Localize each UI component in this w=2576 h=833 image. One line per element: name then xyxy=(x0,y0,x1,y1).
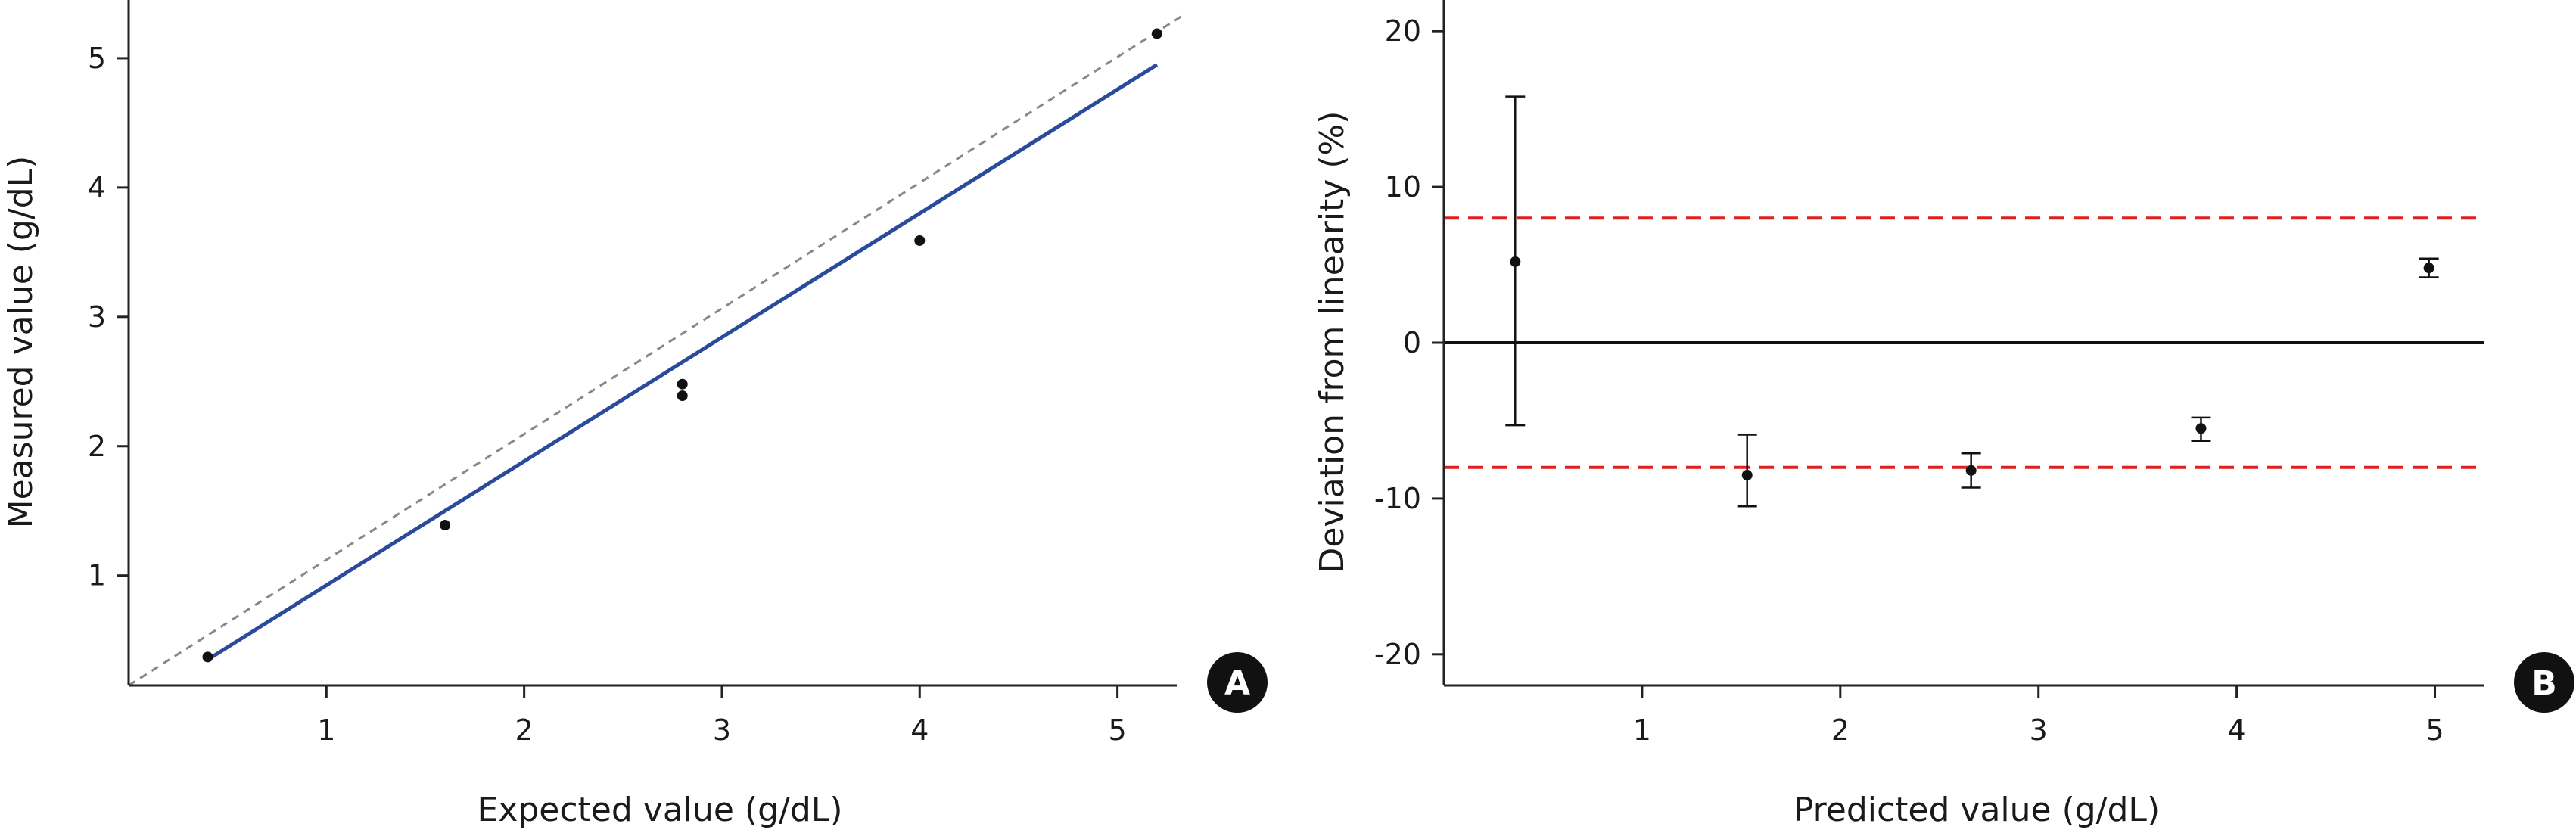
y-tick-label-10: 10 xyxy=(1385,170,1421,204)
identity-line xyxy=(128,14,1184,687)
data-point-1 xyxy=(1741,470,1753,481)
x-tick-label-4: 4 xyxy=(2228,713,2246,747)
x-tick-label-3: 3 xyxy=(2030,713,2048,747)
data-point-2 xyxy=(1965,465,1977,476)
panel-a-y-axis-title: Measured value (g/dL) xyxy=(2,156,40,529)
y-tick-label-2: 2 xyxy=(88,430,106,463)
panel-a-x-axis-title: Expected value (g/dL) xyxy=(478,791,843,829)
panel-a: 1 2 3 4 5 1 2 3 4 5 Expected value (g/dL) Measure… xyxy=(2,0,1268,829)
panel-b-x-axis-title: Predicted value (g/dL) xyxy=(1794,791,2160,829)
panel-a-ticks: 1 2 3 4 5 1 2 3 4 5 xyxy=(88,42,1127,747)
data-point-5 xyxy=(1151,28,1162,39)
x-tick-label-2: 2 xyxy=(515,713,534,747)
data-point-2 xyxy=(677,390,688,402)
panel-b-y-axis-title: Deviation from linearity (%) xyxy=(1313,111,1352,573)
x-tick-label-4: 4 xyxy=(910,713,929,747)
panel-a-badge-label: A xyxy=(1224,664,1250,703)
x-tick-label-5: 5 xyxy=(1109,713,1127,747)
data-point-1 xyxy=(440,520,451,531)
data-point-0 xyxy=(202,651,213,663)
x-tick-label-1: 1 xyxy=(1633,713,1651,747)
panel-b-marks xyxy=(1444,95,2484,508)
data-point-3 xyxy=(2195,423,2207,434)
y-tick-label-0: 0 xyxy=(1403,326,1421,359)
x-tick-label-2: 2 xyxy=(1831,713,1850,747)
data-point-3 xyxy=(677,378,688,390)
y-tick-label--10: -10 xyxy=(1374,482,1421,515)
data-point-4 xyxy=(914,235,926,246)
y-tick-label-5: 5 xyxy=(88,42,106,75)
regression-line xyxy=(207,63,1159,661)
panel-a-marks xyxy=(128,14,1184,687)
x-tick-label-1: 1 xyxy=(317,713,335,747)
y-tick-label-20: 20 xyxy=(1385,14,1421,48)
panel-b-badge-label: B xyxy=(2531,664,2557,703)
y-tick-label-4: 4 xyxy=(88,171,106,204)
panel-b-badge xyxy=(2514,652,2574,713)
data-point-0 xyxy=(1510,256,1521,267)
y-tick-label-3: 3 xyxy=(88,300,106,334)
panel-a-badge xyxy=(1207,652,1268,713)
x-tick-label-5: 5 xyxy=(2425,713,2444,747)
y-tick-label-1: 1 xyxy=(88,559,106,592)
y-tick-label--20: -20 xyxy=(1374,638,1421,671)
x-tick-label-3: 3 xyxy=(713,713,731,747)
panel-b-ticks: 1 2 3 4 5 -20 -10 0 10 20 xyxy=(1374,14,2444,747)
data-point-4 xyxy=(2423,263,2434,274)
